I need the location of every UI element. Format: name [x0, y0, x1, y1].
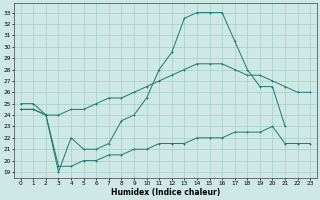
X-axis label: Humidex (Indice chaleur): Humidex (Indice chaleur) [111, 188, 220, 197]
